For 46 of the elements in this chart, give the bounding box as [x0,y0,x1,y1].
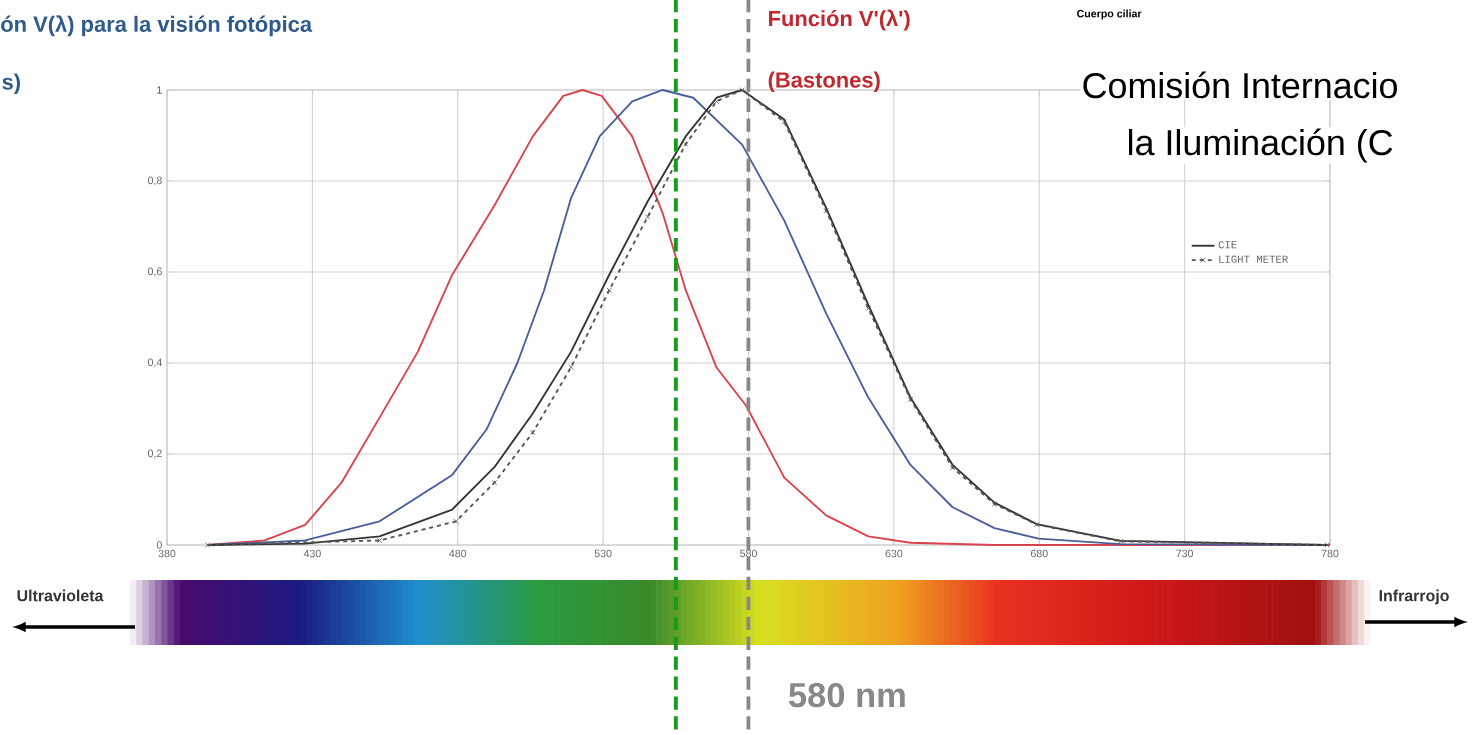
ref-line-label: 580 nm [788,682,905,708]
point [1324,542,1330,548]
point [781,119,788,125]
y-tick-label: 0,4 [147,358,162,368]
point [991,501,998,507]
point [568,364,574,370]
annotation: Comisión Internacio [1083,71,1397,99]
point [907,396,914,403]
y-tick-label: 1 [157,86,162,94]
x-tick-label: 480 [449,549,467,558]
y-tick-label: 0,8 [147,176,162,186]
y-tick-label: 0,2 [147,449,162,459]
point [739,87,745,93]
point [682,141,689,147]
point [1033,521,1040,528]
point [1117,538,1124,545]
x-tick-label: 380 [158,549,176,558]
point [491,479,498,486]
annotation: (Bastones) [768,71,880,93]
annotation: la Iluminación (C [1129,128,1393,163]
point [453,518,459,525]
text: Cuerpo ciliar [1077,9,1142,20]
point [204,542,211,548]
point [530,429,536,436]
point [606,287,612,293]
text: Función V'(λ') [769,9,910,31]
point [644,214,651,220]
point [376,537,383,544]
x-tick-label: 730 [1176,549,1194,558]
point [713,98,720,105]
x-tick-label: 780 [1321,549,1339,558]
y-tick-label: 0 [156,541,162,549]
y-tick-label: 0,6 [147,267,162,277]
x-tick-label: 430 [303,549,321,558]
text: Ultravioleta [17,589,104,602]
text: s) [2,73,20,95]
point [823,207,829,214]
text: Infrarrojo [1379,589,1449,605]
x-tick-label: 580 [740,549,757,558]
legend-label: CIE [1218,241,1237,249]
x-tick-label: 680 [1030,549,1048,558]
point [865,305,872,312]
legend-label: LIGHT METER [1219,255,1288,263]
x-tick-label: 630 [885,549,903,558]
x-tick-label: 530 [594,549,612,558]
chart-title: ón V(λ) para la visión fotópica [1,15,313,37]
